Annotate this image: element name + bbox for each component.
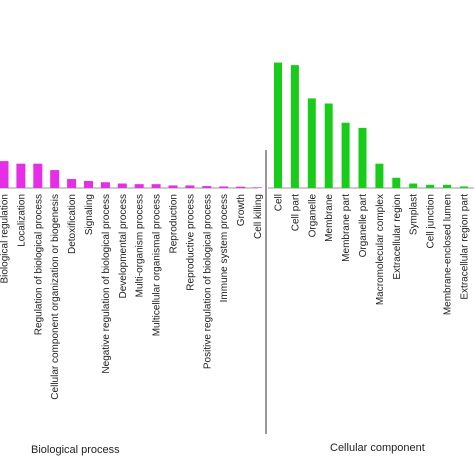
bar-cell [274, 62, 282, 189]
tick-label-reproduction: Reproduction [169, 194, 180, 253]
bar-reproduction [168, 185, 178, 188]
bar-detoxification [67, 179, 77, 188]
bar-biological-regulation [0, 161, 9, 188]
tick-label-multicellular-organismal-process: Multicellular organismal process [152, 194, 163, 336]
tick-label-cell-part: Cell part [290, 194, 301, 231]
bar-growth [236, 186, 246, 188]
bar-cell-part [290, 65, 299, 188]
bar-signaling [84, 180, 93, 188]
tick-label-negative-regulation-of-biological-process: Negative regulation of biological proces… [101, 194, 112, 374]
bar-positive-regulation-of-biological-process [202, 186, 212, 188]
bar-extracellular-region [392, 177, 401, 188]
bar-membrane [324, 103, 333, 188]
tick-label-developmental-process: Developmental process [118, 194, 129, 299]
tick-label-biological-regulation: Biological regulation [0, 194, 11, 284]
tick-label-cell: Cell [274, 194, 285, 211]
tick-label-immune-system-process: Immune system process [219, 194, 230, 302]
group-label-biological-process: Biological process [31, 444, 120, 456]
tick-label-detoxification: Detoxification [67, 194, 78, 254]
tick-label-positive-regulation-of-biological-process: Positive regulation of biological proces… [202, 194, 213, 369]
tick-label-symplast: Symplast [409, 194, 420, 235]
bar-localization [16, 163, 26, 188]
bar-immune-system-process [219, 186, 229, 188]
tick-label-extracellular-region: Extracellular region [392, 194, 403, 280]
bar-cell-junction [426, 184, 435, 188]
bar-negative-regulation-of-biological-process [100, 182, 110, 188]
bar-symplast [409, 183, 418, 188]
bar-cellular-component-organization-or-biogenesis [50, 170, 60, 188]
bar-cell-killing [253, 187, 262, 188]
tick-label-signaling: Signaling [84, 194, 95, 235]
tick-label-multi-organism-process: Multi-organism process [135, 194, 146, 297]
bar-regulation-of-biological-process [33, 163, 43, 188]
tick-label-membrane-enclosed-lumen: Membrane-enclosed lumen [443, 194, 454, 315]
bar-multicellular-organismal-process [151, 184, 161, 188]
tick-label-membrane-part: Membrane part [341, 194, 352, 262]
tick-label-regulation-of-biological-process: Regulation of biological process [33, 194, 44, 335]
tick-label-cell-killing: Cell killing [253, 194, 264, 239]
tick-label-cellular-component-organization-or-biogenesis: Cellular component organization or bioge… [50, 194, 61, 400]
bar-organelle [307, 98, 316, 188]
tick-label-localization: Localization [16, 194, 27, 247]
tick-label-cell-junction: Cell junction [426, 194, 437, 248]
tick-label-organelle: Organelle [307, 194, 318, 238]
bar-extracellular-region-part [459, 186, 468, 188]
tick-label-growth: Growth [236, 194, 247, 226]
bar-membrane-enclosed-lumen [443, 184, 451, 188]
bar-organelle-part [358, 127, 367, 188]
bar-membrane-part [341, 122, 350, 188]
tick-label-organelle-part: Organelle part [358, 194, 369, 258]
group-label-cellular-component: Cellular component [330, 442, 425, 454]
tick-label-reproductive-process: Reproductive process [185, 194, 196, 291]
bar-reproductive-process [185, 185, 195, 188]
tick-label-extracellular-region-part: Extracellular region part [459, 194, 470, 300]
bar-developmental-process [117, 183, 127, 188]
bar-multi-organism-process [134, 184, 144, 188]
tick-label-macromolecular-complex: Macromolecular complex [375, 194, 386, 305]
tick-label-membrane: Membrane [324, 194, 335, 242]
bar-macromolecular-complex [375, 163, 384, 188]
